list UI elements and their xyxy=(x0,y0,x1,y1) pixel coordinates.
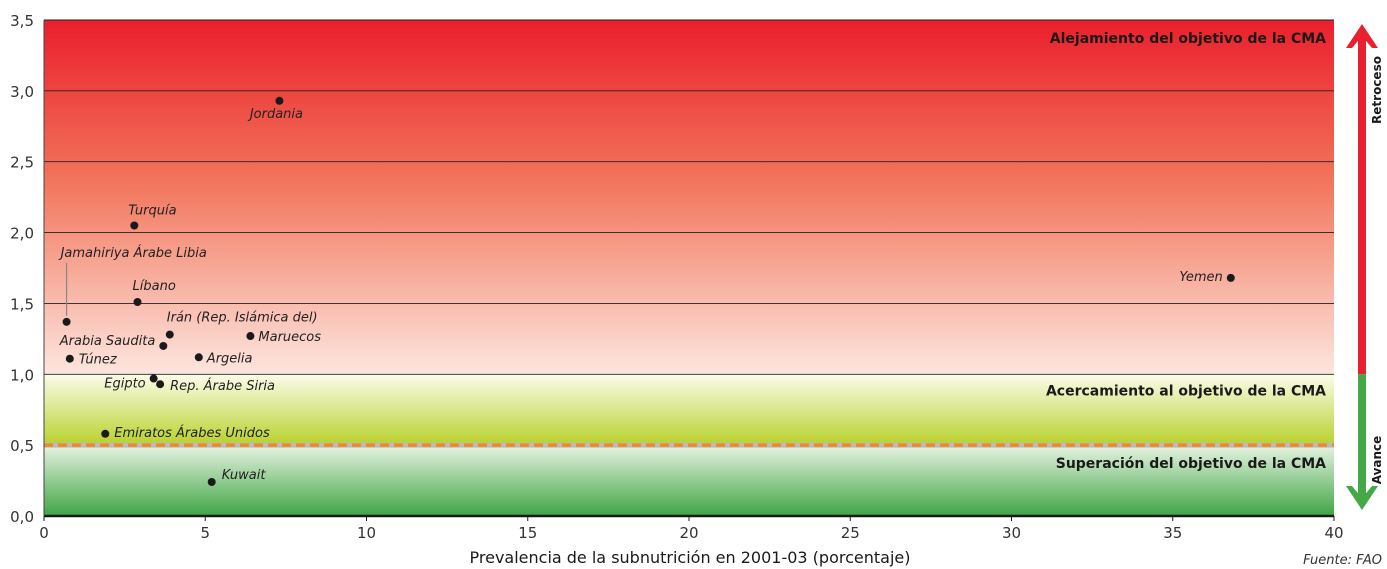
data-point xyxy=(194,353,203,362)
zone-away xyxy=(44,20,1334,375)
point-label: Rep. Árabe Siria xyxy=(170,378,275,394)
zone-approach xyxy=(44,374,1334,446)
point-label: Egipto xyxy=(104,377,145,392)
data-point xyxy=(133,298,142,307)
data-point xyxy=(149,374,158,383)
y-tick-label: 3,0 xyxy=(10,83,34,101)
point-label: Jamahiriya Árabe Libia xyxy=(58,245,207,261)
point-label: Túnez xyxy=(79,353,118,368)
zone-label-approach: Acercamiento al objetivo de la CMA xyxy=(1046,383,1326,399)
y-tick-label: 1,0 xyxy=(10,366,34,384)
data-point xyxy=(62,317,71,326)
data-point xyxy=(207,477,216,486)
point-label: Kuwait xyxy=(222,468,267,483)
y-tick-label: 2,0 xyxy=(10,225,34,243)
y-tick-label: 2,5 xyxy=(10,154,34,172)
y-tick-label: 0,0 xyxy=(10,508,34,526)
progress-direction-arrow xyxy=(1346,24,1378,510)
point-label: Yemen xyxy=(1179,270,1222,285)
source-note: Fuente: FAO xyxy=(1303,553,1382,568)
x-tick-label: 30 xyxy=(1002,524,1021,542)
data-point xyxy=(159,341,168,350)
data-point xyxy=(65,354,74,363)
point-label: Irán (Rep. Islámica del) xyxy=(167,311,318,326)
arrow-shaft-up xyxy=(1358,36,1366,375)
x-tick-label: 5 xyxy=(200,524,210,542)
point-label: Argelia xyxy=(206,351,253,366)
data-point xyxy=(246,332,255,341)
zone-label-exceeded: Superación del objetivo de la CMA xyxy=(1056,456,1326,472)
point-label: Líbano xyxy=(133,279,176,294)
y-tick-label: 0,5 xyxy=(10,437,34,455)
data-point xyxy=(156,380,165,389)
side-label-retroceso: Retroceso xyxy=(1370,56,1384,124)
arrow-shaft-down xyxy=(1358,374,1366,498)
x-tick-label: 10 xyxy=(357,524,376,542)
y-tick-label: 3,5 xyxy=(10,12,34,30)
point-label: Emiratos Árabes Unidos xyxy=(114,425,270,441)
point-label: Arabia Saudita xyxy=(59,334,156,349)
data-point xyxy=(275,96,284,105)
x-tick-label: 15 xyxy=(518,524,537,542)
x-axis-title: Prevalencia de la subnutrición en 2001-0… xyxy=(470,548,911,567)
zone-label-away: Alejamiento del objetivo de la CMA xyxy=(1050,31,1326,47)
point-label: Turquía xyxy=(128,203,176,218)
side-label-avance: Avance xyxy=(1370,436,1384,485)
x-tick-label: 40 xyxy=(1324,524,1343,542)
y-tick-label: 1,5 xyxy=(10,295,34,313)
point-label: Jordania xyxy=(247,107,303,122)
x-tick-label: 20 xyxy=(679,524,698,542)
x-tick-label: 25 xyxy=(841,524,860,542)
data-point xyxy=(1226,273,1235,282)
data-point xyxy=(165,330,174,339)
zone-exceeded xyxy=(44,445,1334,516)
x-tick-label: 35 xyxy=(1163,524,1182,542)
x-tick-label: 0 xyxy=(39,524,49,542)
data-point xyxy=(130,221,139,230)
point-label: Maruecos xyxy=(258,330,321,345)
data-point xyxy=(101,429,110,438)
arrow-head-down-icon xyxy=(1346,486,1378,510)
arrow-head-up-icon xyxy=(1346,24,1378,48)
